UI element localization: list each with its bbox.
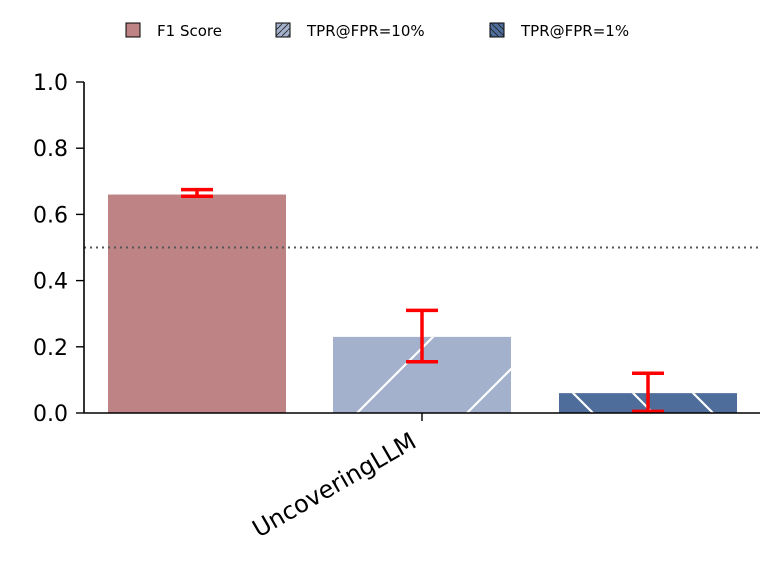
y-tick-label: 0.0 xyxy=(33,402,68,427)
legend: F1 Score TPR@FPR=10% TPR@FPR=1% xyxy=(125,22,629,40)
legend-item-f1: F1 Score xyxy=(125,22,222,40)
y-tick-label: 0.8 xyxy=(33,137,68,162)
bars xyxy=(108,194,737,413)
error-bars xyxy=(181,187,664,414)
y-tick-label: 0.4 xyxy=(33,270,68,295)
y-tick-label: 0.6 xyxy=(33,203,68,228)
legend-item-tpr1: TPR@FPR=1% xyxy=(489,22,629,40)
y-tick-label: 0.2 xyxy=(33,336,68,361)
legend-label-tpr10: TPR@FPR=10% xyxy=(306,22,425,40)
bar-series-1 xyxy=(108,194,286,413)
legend-swatch-f1 xyxy=(125,22,141,38)
x-tick-label-uncoveringllm: UncoveringLLM xyxy=(248,427,421,543)
legend-label-f1: F1 Score xyxy=(157,22,222,40)
legend-label-tpr1: TPR@FPR=1% xyxy=(520,22,629,40)
y-tick-label: 1.0 xyxy=(33,71,68,96)
y-axis-ticks: 0.0 0.2 0.4 0.6 0.8 1.0 xyxy=(33,71,84,427)
legend-item-tpr10: TPR@FPR=10% xyxy=(275,22,425,40)
